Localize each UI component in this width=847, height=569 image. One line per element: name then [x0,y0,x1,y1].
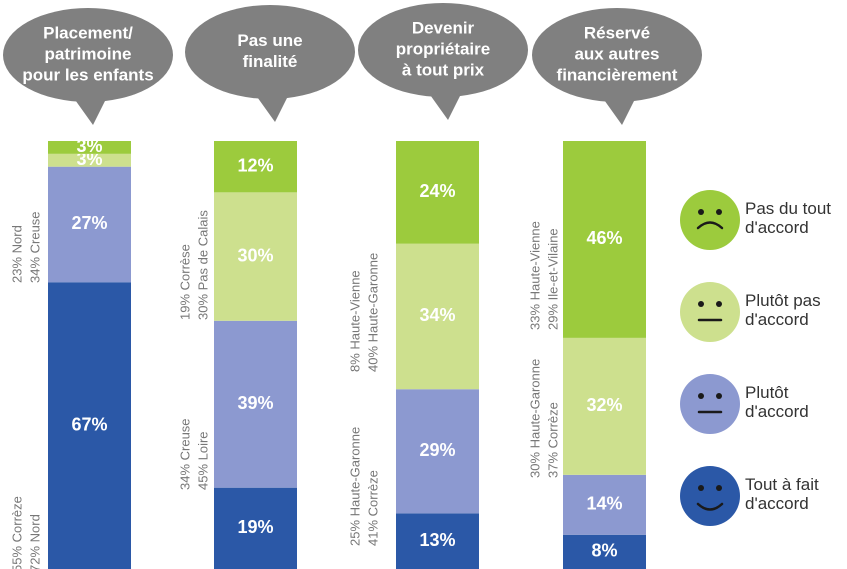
value-label: 24% [419,181,455,201]
value-label: 3% [76,149,102,169]
value-label: 13% [419,530,455,550]
face-eye [698,393,704,399]
region-note: 55% Corrèze [9,496,24,569]
speech-bubble [3,8,173,102]
region-note: 25% Haute-Garonne [347,427,362,546]
value-label: 30% [237,245,273,265]
bar-segment [214,192,297,321]
face-eye [716,301,722,307]
region-note: 30% Pas de Calais [195,210,210,320]
category-title: Pas une [237,31,302,50]
bar-segment [214,141,297,193]
category-title: pour les enfants [22,65,153,84]
legend-swatch [680,466,740,526]
region-note: 29% Ile-et-Vilaine [545,228,560,330]
face-eye [716,209,722,215]
bar-segment [48,153,131,167]
face-mouth [696,502,724,511]
legend-label: Plutôt pas d'accord [745,291,821,329]
region-note: 37% Corrèze [545,402,560,478]
face-eye [716,485,722,491]
legend-label: Plutôt d'accord [745,383,809,421]
speech-bubble [428,90,463,120]
region-note: 40% Haute-Garonne [365,253,380,372]
speech-bubble [358,3,528,97]
value-label: 14% [586,494,622,514]
bar-segment [214,320,297,488]
category-title: Devenir [412,18,475,37]
category-title: à tout prix [402,60,485,79]
region-note: 34% Creuse [177,418,192,490]
bar-segment [563,337,646,475]
region-note: 19% Corrèse [177,244,192,320]
bar-segment [396,141,479,244]
speech-bubble [185,5,355,99]
legend-label: Tout à fait d'accord [745,475,819,513]
face-mouth [696,221,724,230]
bar-segment [396,389,479,514]
region-note: 34% Creuse [27,211,42,283]
value-label: 39% [237,393,273,413]
bar-segment [396,513,479,569]
legend-label: Pas du tout d'accord [745,199,832,237]
category-title: propriétaire [396,39,490,58]
value-label: 29% [419,440,455,460]
speech-bubble [255,92,290,122]
speech-bubble [532,8,702,102]
bar-segment [48,166,131,283]
bar-segment [396,243,479,390]
category-title: Réservé [584,23,650,42]
value-label: 34% [419,305,455,325]
value-label: 27% [71,213,107,233]
value-label: 67% [71,414,107,434]
region-note: 8% Haute-Vienne [347,270,362,372]
face-eye [698,301,704,307]
region-note: 30% Haute-Garonne [527,359,542,478]
bar-segment [48,282,131,569]
face-eye [716,393,722,399]
speech-bubble [602,95,637,125]
value-label: 12% [237,155,273,175]
category-title: finalité [243,52,298,71]
legend-swatch [680,282,740,342]
category-title: aux autres [574,44,659,63]
value-label: 46% [586,228,622,248]
region-note: 45% Loire [195,431,210,490]
bar-segment [563,534,646,569]
legend-swatch [680,190,740,250]
bar-segment [48,141,131,154]
value-label: 3% [76,136,102,156]
legend-swatch [680,374,740,434]
face-eye [698,209,704,215]
region-note: 33% Haute-Vienne [527,221,542,330]
category-title: Placement/ [43,23,133,42]
region-note: 41% Corrèze [365,470,380,546]
value-label: 32% [586,395,622,415]
bar-segment [563,141,646,338]
speech-bubble [73,95,108,125]
region-note: 23% Nord [9,225,24,283]
region-note: 72% Nord [27,514,42,569]
bar-segment [214,487,297,569]
category-title: patrimoine [45,44,132,63]
category-title: financièrement [557,65,678,84]
face-eye [698,485,704,491]
bar-segment [563,474,646,535]
value-label: 19% [237,517,273,537]
value-label: 8% [591,541,617,561]
